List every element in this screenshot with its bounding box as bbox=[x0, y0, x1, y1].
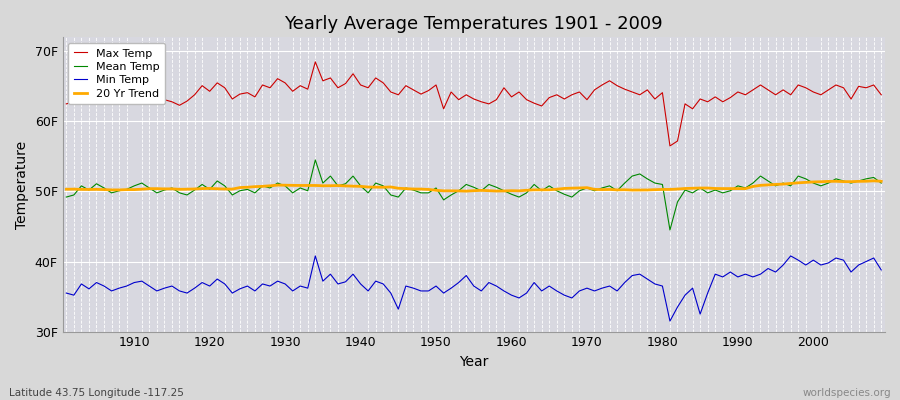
Title: Yearly Average Temperatures 1901 - 2009: Yearly Average Temperatures 1901 - 2009 bbox=[284, 15, 663, 33]
Min Temp bbox=[340, 280, 351, 284]
Max Temp bbox=[122, 99, 132, 104]
20 Yr Trend bbox=[61, 187, 72, 192]
Text: worldspecies.org: worldspecies.org bbox=[803, 388, 891, 398]
Max Temp bbox=[61, 102, 72, 106]
Line: Min Temp: Min Temp bbox=[67, 256, 881, 321]
Min Temp bbox=[876, 268, 886, 272]
Min Temp bbox=[122, 284, 132, 288]
Min Temp bbox=[506, 293, 517, 298]
Max Temp bbox=[664, 144, 675, 148]
Legend: Max Temp, Mean Temp, Min Temp, 20 Yr Trend: Max Temp, Mean Temp, Min Temp, 20 Yr Tre… bbox=[68, 43, 165, 104]
Min Temp bbox=[604, 284, 615, 288]
Max Temp bbox=[287, 89, 298, 94]
Max Temp bbox=[310, 60, 320, 64]
20 Yr Trend bbox=[287, 183, 298, 188]
20 Yr Trend bbox=[461, 189, 472, 194]
X-axis label: Year: Year bbox=[459, 355, 489, 369]
Mean Temp bbox=[506, 192, 517, 197]
Mean Temp bbox=[61, 195, 72, 200]
Mean Temp bbox=[122, 187, 132, 192]
20 Yr Trend bbox=[506, 188, 517, 193]
Min Temp bbox=[287, 288, 298, 293]
Max Temp bbox=[506, 94, 517, 99]
20 Yr Trend bbox=[876, 179, 886, 184]
20 Yr Trend bbox=[333, 183, 344, 188]
Mean Temp bbox=[514, 195, 525, 200]
Text: Latitude 43.75 Longitude -117.25: Latitude 43.75 Longitude -117.25 bbox=[9, 388, 184, 398]
Mean Temp bbox=[287, 190, 298, 195]
Min Temp bbox=[514, 296, 525, 300]
Mean Temp bbox=[310, 158, 320, 162]
Mean Temp bbox=[604, 184, 615, 188]
Mean Temp bbox=[340, 181, 351, 186]
20 Yr Trend bbox=[868, 178, 879, 183]
Y-axis label: Temperature: Temperature bbox=[15, 140, 29, 228]
Min Temp bbox=[61, 291, 72, 296]
Max Temp bbox=[876, 92, 886, 97]
Line: Mean Temp: Mean Temp bbox=[67, 160, 881, 230]
20 Yr Trend bbox=[514, 188, 525, 193]
20 Yr Trend bbox=[122, 187, 132, 192]
Max Temp bbox=[514, 90, 525, 94]
Line: 20 Yr Trend: 20 Yr Trend bbox=[67, 181, 881, 191]
Mean Temp bbox=[876, 181, 886, 186]
Max Temp bbox=[340, 81, 351, 86]
Min Temp bbox=[310, 254, 320, 258]
Max Temp bbox=[604, 78, 615, 83]
Min Temp bbox=[664, 319, 675, 324]
20 Yr Trend bbox=[604, 187, 615, 192]
Mean Temp bbox=[664, 228, 675, 232]
Line: Max Temp: Max Temp bbox=[67, 62, 881, 146]
